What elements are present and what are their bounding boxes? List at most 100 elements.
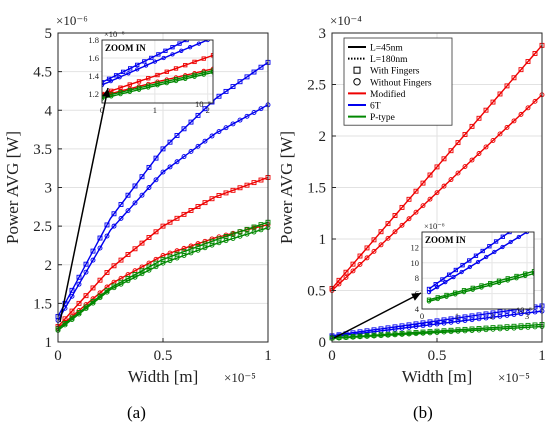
panel-a-series-1-marker — [230, 121, 236, 127]
panel-b-series-5-marker — [462, 328, 468, 334]
y-tick-label: 5 — [45, 26, 53, 42]
inset-a-series-1-marker — [108, 78, 113, 84]
panel-a-series-4-marker — [237, 229, 243, 235]
panel-a-series-5-marker — [230, 236, 236, 241]
panel-b-series-5-marker — [455, 328, 461, 334]
panel-a-series-2-marker — [188, 208, 194, 213]
panel-a-series-0-marker — [251, 69, 257, 75]
panel-b-series-1-marker — [469, 157, 475, 163]
inset-a-series-1-marker — [170, 52, 175, 57]
inset-b-series-0-marker — [500, 234, 505, 239]
inset-frame — [421, 231, 535, 310]
x-tick-label: 0.5 — [154, 348, 173, 364]
panel-a-series-2-marker — [174, 215, 180, 221]
panel-a-series-1-marker — [153, 177, 159, 183]
inset-b-series-0-marker — [453, 267, 458, 273]
inset-b-series-3-marker — [470, 287, 475, 292]
panel-a-series-5-marker — [223, 238, 229, 244]
panel-a-series-4-marker — [258, 222, 264, 228]
panel-b-series-0-marker — [518, 67, 524, 73]
inset-a-series-1-line — [102, 40, 208, 86]
y-tick-label: 1.5 — [307, 181, 326, 197]
panel-a-series-2-marker — [167, 219, 173, 225]
panel-b-series-5-marker — [420, 330, 426, 336]
panel-b-series-3-marker — [420, 323, 426, 329]
legend-entry: Modified — [348, 89, 406, 100]
zoom-inset: 0 1 2 1.2 1.4 1.6 1.8 ×10⁻⁶ 10⁻⁶ ZOOM IN — [88, 29, 214, 115]
panel-b-series-3-marker — [413, 324, 419, 329]
inset-a-series-2-marker — [173, 66, 179, 71]
inset-b-series-3-marker — [435, 296, 440, 302]
panel-a-series-5-marker — [90, 300, 96, 306]
panel-a-series-5-marker — [146, 267, 152, 273]
panel-a-series-4-marker — [139, 268, 145, 274]
panel-a-series-5-marker — [125, 278, 131, 284]
panel-a-series-0-marker — [139, 174, 145, 180]
panel-a-series-0-marker — [118, 202, 124, 207]
inset-a-series-5-line — [102, 71, 213, 100]
inset-a-series-1-marker — [205, 40, 210, 43]
panel-a-series-5-marker — [111, 285, 117, 291]
x-tick-label: 1 — [538, 348, 546, 364]
inset-x-tick-label: 1 — [455, 311, 459, 321]
y-tick-label: 2.5 — [33, 219, 52, 235]
inset-a-series-0-line — [102, 40, 187, 83]
panel-b-series-1-marker — [490, 138, 496, 143]
panel-b-series-1-marker — [455, 170, 461, 176]
panel-a-series-3-marker — [188, 243, 194, 249]
x-tick-label: 0 — [328, 348, 336, 364]
panel-a-series-0-marker — [132, 183, 138, 189]
panel-a-series-2-marker — [181, 211, 187, 217]
panel-b-series-5-marker — [525, 324, 531, 330]
panel-b-series-0-marker — [434, 164, 440, 170]
panel-a-series-4-marker — [244, 226, 250, 232]
inset-a-series-5-marker — [210, 70, 213, 75]
inset-b-series-1-marker — [475, 259, 481, 265]
panel-a-series-0-marker — [188, 119, 194, 125]
panel-b-series-0-marker — [427, 172, 433, 178]
panel-b-series-5-marker — [497, 326, 503, 332]
inset-series — [426, 232, 534, 304]
panel-b-series-0-marker — [357, 253, 363, 259]
panel-a-series-5-marker — [251, 229, 257, 235]
inset-b-series-3-line — [428, 272, 534, 302]
panel-a-series-1-marker — [167, 164, 173, 170]
panel-a-series-0-marker — [125, 192, 131, 198]
panel-b-series-0-marker — [455, 140, 461, 146]
panel-a-series-1-marker — [160, 169, 166, 175]
panel-b-series-3-marker — [483, 315, 489, 321]
panel-b-series-1-marker — [406, 216, 412, 222]
panel-a-series-0-marker — [69, 287, 75, 293]
panel-b-series-3-marker — [399, 325, 405, 331]
inset-a-series-5-marker — [136, 87, 142, 92]
inset-a-series-5-marker — [183, 76, 188, 81]
panel-a-series-2-marker — [139, 240, 145, 246]
panel-a-series-3-marker — [195, 241, 201, 247]
panel-a-series-2-marker — [160, 223, 166, 229]
inset-a-series-1-marker — [135, 67, 140, 72]
y-tick-label: 1 — [319, 232, 327, 248]
inset-a-series-1-marker — [179, 48, 184, 53]
panel-b-series-1-marker — [532, 98, 538, 104]
inset-a-series-0-marker — [128, 66, 133, 71]
panel-b-series-1-line — [331, 94, 543, 292]
panel-b-series-0-marker — [532, 51, 538, 56]
panel-a-series-5-marker — [160, 260, 166, 266]
panel-a-series-1-marker — [76, 281, 82, 287]
inset-b-series-3-marker — [426, 299, 432, 304]
panel-b-series-5-marker — [476, 327, 482, 333]
panel-a-series-5-marker — [167, 258, 173, 264]
panel-a-series-0-marker — [90, 248, 96, 254]
panel-b-series-1-marker — [427, 196, 433, 202]
legend-swatch — [353, 66, 361, 74]
panel-b-series-5-marker — [343, 335, 349, 341]
panel-a-series-1-marker — [139, 192, 145, 198]
inset-b-series-3-marker — [488, 282, 493, 288]
inset-b-series-1-marker — [459, 269, 464, 275]
legend-label: With Fingers — [370, 67, 420, 77]
panel-b-series-1-marker — [448, 177, 454, 183]
y-tick-label: 2 — [319, 129, 327, 145]
panel-a-series-5-marker — [174, 255, 180, 261]
